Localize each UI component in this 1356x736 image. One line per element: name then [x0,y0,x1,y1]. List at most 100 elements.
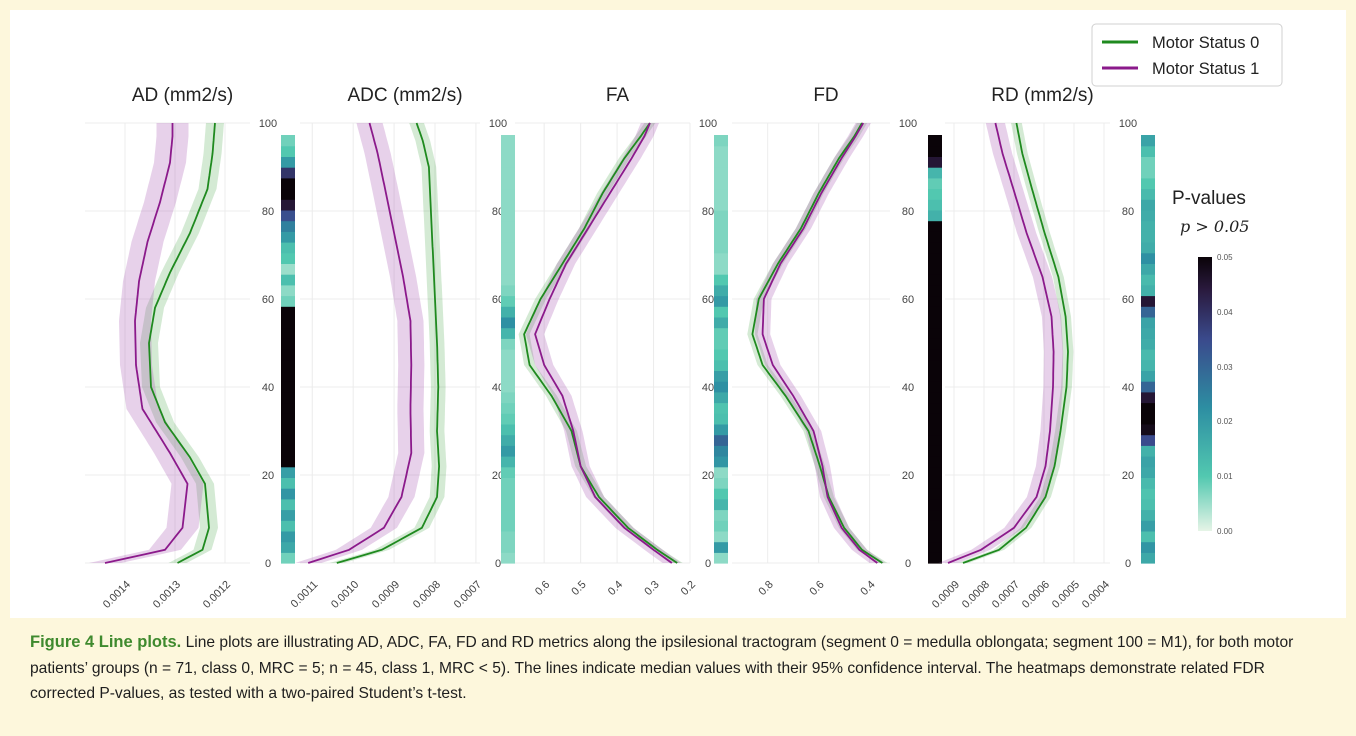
y-tick-label: 0 [1125,558,1131,570]
heatmap-cell [928,445,942,457]
y-tick-label: 100 [699,118,717,130]
y-tick-label: 80 [1122,206,1134,218]
y-tick-label: 20 [902,470,914,482]
heatmap-cell [928,370,942,382]
heatmap-cell [501,306,515,318]
x-tick-label: 0.0011 [289,579,321,611]
heatmap-cell [928,242,942,254]
heatmap-cell [1141,445,1155,457]
panel-4: RD (mm2/s) 0 20 40 60 80 100 0.00090.00080.0007… [930,85,1155,611]
heatmap-cell [281,177,295,190]
heatmap-cell [281,274,295,286]
heatmap-cell [281,209,295,222]
ci-band-series-1 [295,123,425,563]
panel-title: RD (mm2/s) [991,85,1093,106]
heatmap-cell [281,552,295,564]
heatmap-cell [714,156,728,168]
heatmap-cell [281,541,295,553]
heatmap-cell [1141,509,1155,521]
heatmap-cell [1141,263,1155,275]
heatmap-cell [501,199,515,211]
heatmap-cell [714,242,728,254]
heatmap-cell [928,188,942,200]
y-tick-label: 80 [262,206,274,218]
heatmap-cell [1141,145,1155,157]
heatmap-cell [928,530,942,543]
x-tick-label: 0.6 [807,579,826,598]
heatmap-cell [1141,252,1155,264]
x-tick-label: 0.0009 [930,579,962,611]
y-tick-label: 20 [262,470,274,482]
y-tick-label: 0 [905,558,911,570]
x-tick-label: 0.5 [569,579,588,598]
heatmap-cell [281,188,295,200]
heatmap-cell [501,520,515,532]
heatmap-cell [1141,338,1155,350]
panel-3: FD 0 20 40 60 80 100 0.8 0.6 0.4 [732,85,942,598]
heatmap-cell [281,263,295,275]
caption-body: Line plots are illustrating AD, ADC, FA,… [30,634,1294,702]
heatmap-cell [928,349,942,361]
heatmap-cell [501,220,515,232]
heatmap-cell [281,466,295,478]
heatmap-cell [1141,413,1155,425]
heatmap-cell [928,520,942,532]
heatmap-cell [1141,359,1155,371]
colorbar-title: P-values [1172,188,1246,209]
heatmap-cell [1141,423,1155,436]
y-tick-label: 40 [1122,382,1134,394]
y-tick-label: 60 [902,294,914,306]
heatmap-cell [928,359,942,371]
colorbar-tick-1: 0.04 [1217,308,1233,317]
panel-2: FA 0 20 40 60 80 100 0.6 0.5 0.4 0.3 0.2 [515,85,728,598]
heatmap-cell [281,370,295,382]
heatmap-cell [281,498,295,511]
heatmap-cell [501,167,515,179]
heatmap-cell [1141,349,1155,361]
heatmap-cell [281,477,295,489]
panel-title: FA [606,85,630,106]
heatmap-cell [501,177,515,190]
colorbar-tick-4: 0.01 [1217,472,1233,481]
heatmap-cell [1141,541,1155,553]
heatmap-cell [501,242,515,254]
heatmap-cell [281,359,295,371]
heatmap-cell [714,498,728,511]
heatmap-cell [501,381,515,393]
figure-caption: Figure 4 Line plots. Line plots are illu… [30,630,1330,707]
x-tick-label: 0.4 [606,579,625,598]
panel-title: AD (mm2/s) [132,85,233,106]
heatmap-cell [501,284,515,297]
heatmap-cell [1141,177,1155,190]
series-line-0 [523,122,678,564]
colorbar-gradient [1198,257,1212,531]
heatmap-cell [928,177,942,190]
heatmap-cell [928,231,942,243]
heatmap-cell [281,434,295,446]
heatmap-cell [928,263,942,275]
heatmap-cell [1141,135,1155,147]
heatmap-cell [501,552,515,564]
heatmap-cell [714,231,728,243]
heatmap-cell [281,349,295,361]
heatmap-cell [928,338,942,350]
x-tick-label: 0.0007 [452,579,484,611]
heatmap-cell [281,338,295,350]
heatmap-cell [1141,466,1155,478]
heatmap-cell [928,509,942,521]
heatmap-cell [501,349,515,361]
y-tick-label: 100 [489,118,507,130]
heatmap-cell [714,316,728,329]
heatmap-cell [501,370,515,382]
heatmap-cell [714,541,728,553]
y-tick-label: 40 [902,382,914,394]
heatmap-cell [1141,242,1155,254]
heatmap-cell [501,359,515,371]
x-tick-label: 0.8 [756,579,775,598]
heatmap-cell [928,552,942,564]
heatmap-cell [1141,156,1155,168]
heatmap-cell [501,327,515,339]
heatmap-cell [501,338,515,350]
heatmap-cell [714,434,728,446]
